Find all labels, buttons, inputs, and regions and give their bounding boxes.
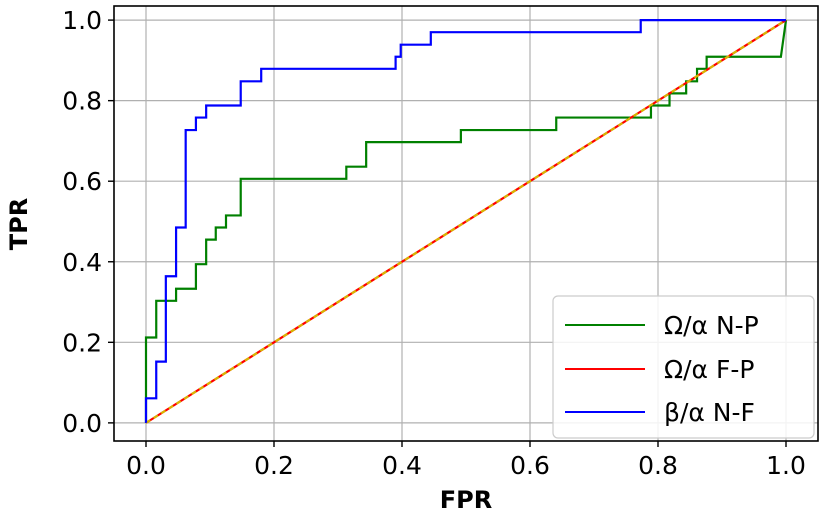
x-tick-label: 0.2: [254, 451, 294, 480]
plot-frame: [113, 5, 819, 442]
x-tick-label: 0.8: [638, 451, 678, 480]
x-tick-label: 0.0: [126, 451, 166, 480]
y-tick-label: 0.2: [62, 328, 102, 357]
legend: Ω/α N-P Ω/α F-P β/α N-F: [552, 295, 815, 439]
series-layer: [144, 19, 788, 424]
series-line-2: [145, 19, 787, 424]
grid-lines: [114, 6, 818, 441]
y-tick-label: 0.4: [62, 248, 102, 277]
x-axis-label: FPR: [440, 486, 492, 514]
legend-box: [552, 295, 815, 439]
series-line-3: [144, 19, 786, 423]
legend-label-fp: Ω/α F-P: [664, 355, 754, 384]
legend-label-nf: β/α N-F: [664, 398, 755, 427]
y-tick-label: 0.8: [62, 87, 102, 116]
x-tick-label: 0.6: [510, 451, 550, 480]
legend-label-np: Ω/α N-P: [664, 311, 759, 340]
y-axis-label: TPR: [5, 198, 33, 250]
x-tick-label: 1.0: [766, 451, 806, 480]
x-tick-label: 0.4: [382, 451, 422, 480]
y-tick-label: 0.0: [62, 409, 102, 438]
y-tick-label: 1.0: [62, 6, 102, 35]
y-tick-label: 0.6: [62, 167, 102, 196]
axis-ticks: 0.0 0.2 0.4 0.6 0.8 1.0 0.0 0.2 0.4 0.6 0.8 1.0: [62, 6, 806, 480]
